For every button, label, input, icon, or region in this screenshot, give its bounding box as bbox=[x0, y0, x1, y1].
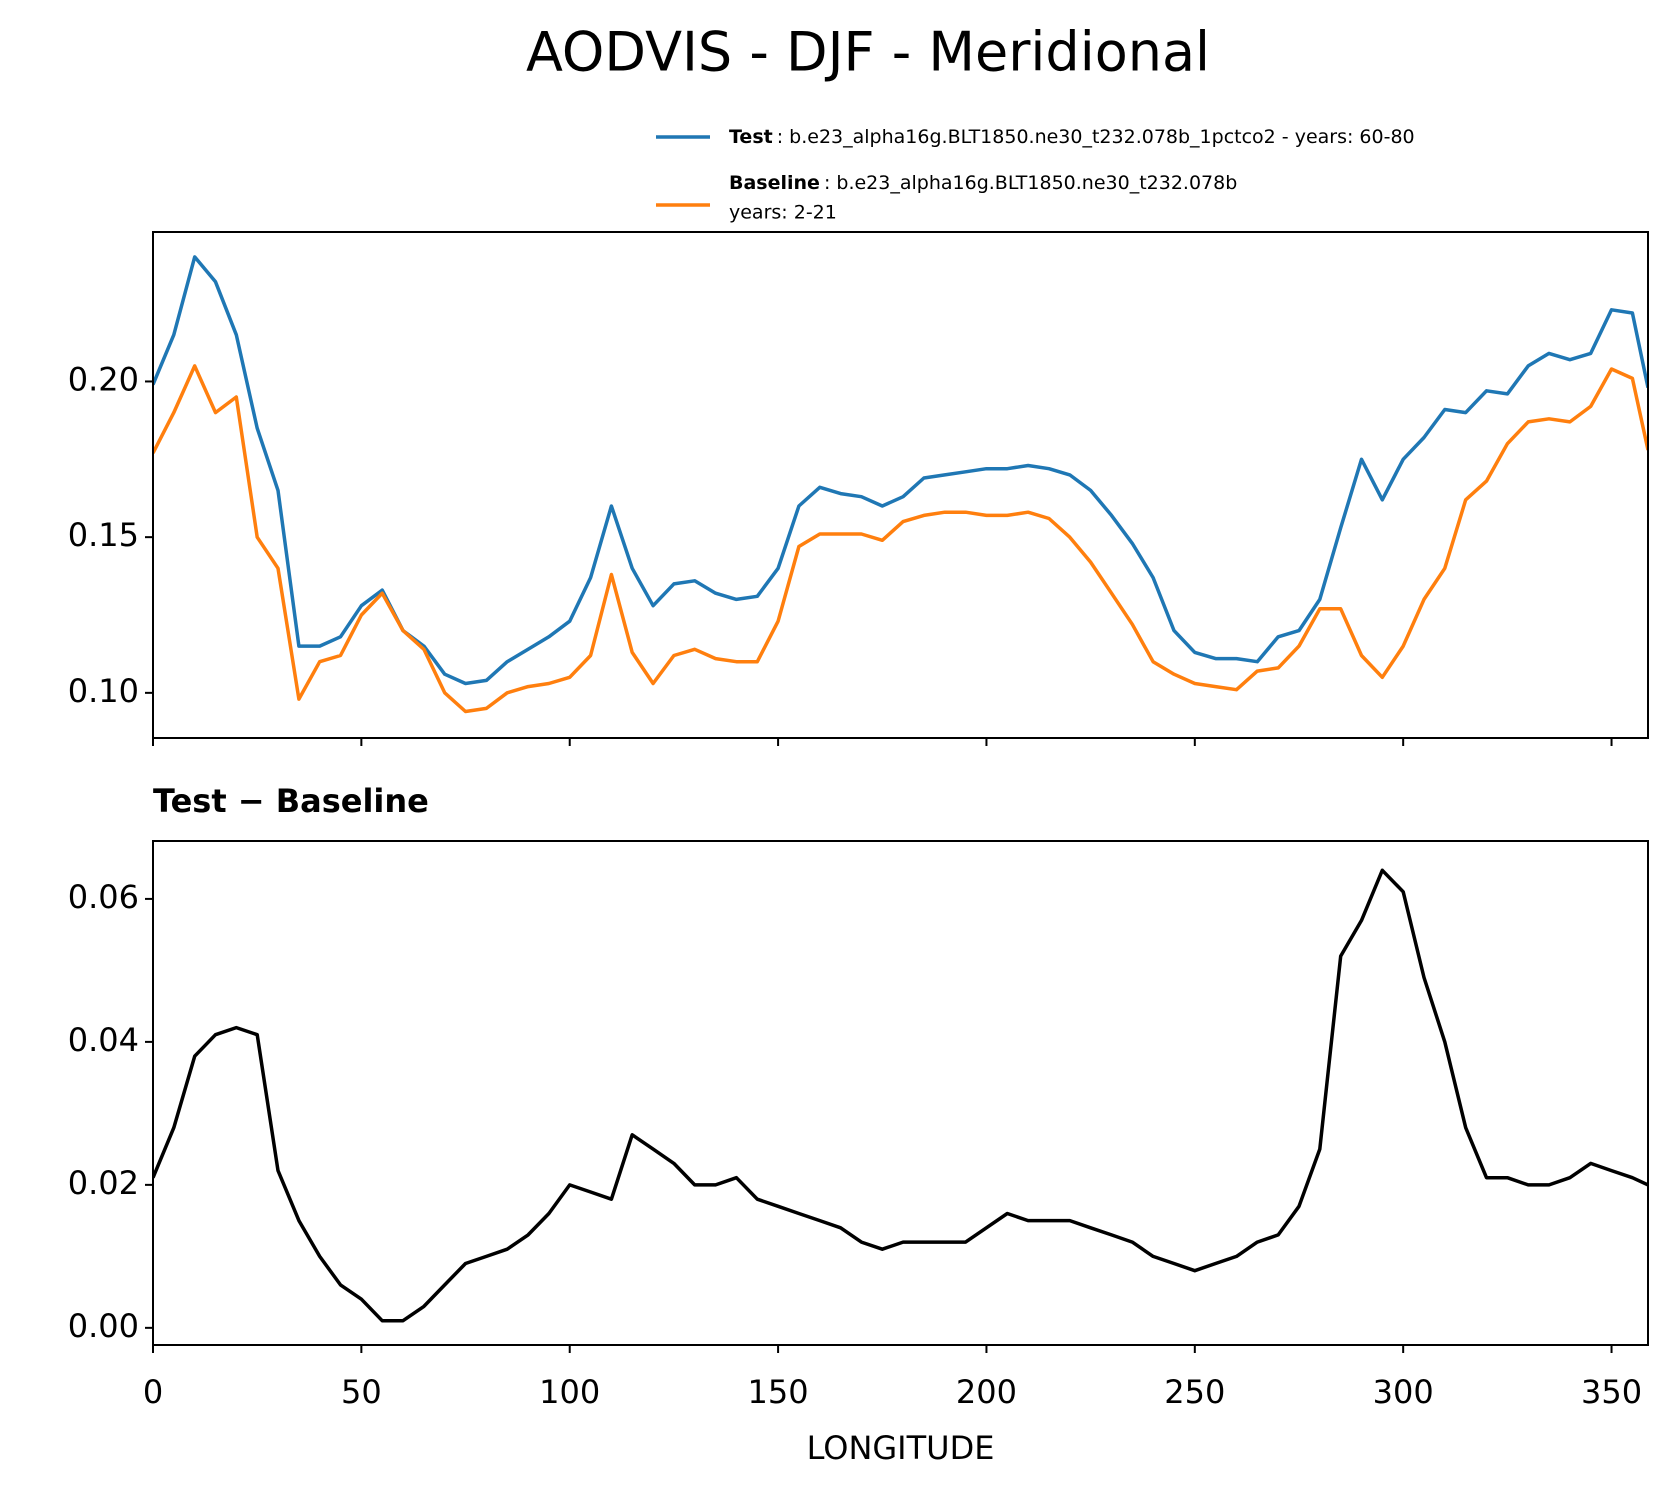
x-tick-label: 0 bbox=[143, 1373, 163, 1411]
chart-title: AODVIS - DJF - Meridional bbox=[526, 21, 1210, 84]
data-line bbox=[153, 255, 1648, 686]
x-tick-label: 150 bbox=[748, 1373, 809, 1411]
y-tick-label: 0.04 bbox=[68, 1021, 139, 1059]
legend-name: Baseline bbox=[729, 172, 820, 194]
axes-frame bbox=[152, 840, 1649, 1346]
x-tick-label: 100 bbox=[539, 1373, 600, 1411]
y-tick-label: 0.02 bbox=[68, 1164, 139, 1202]
legend-entry: Baseline: b.e23_alpha16g.BLT1850.ne30_t2… bbox=[729, 172, 1237, 194]
x-tick-label: 250 bbox=[1164, 1373, 1225, 1411]
legend-entry: Test: b.e23_alpha16g.BLT1850.ne30_t232.0… bbox=[729, 126, 1415, 148]
legend-name: Test bbox=[729, 126, 773, 148]
x-tick-label: 50 bbox=[341, 1373, 382, 1411]
x-tick-label: 200 bbox=[956, 1373, 1017, 1411]
data-line bbox=[153, 868, 1648, 1323]
legend-description: years: 2-21 bbox=[729, 202, 837, 224]
y-tick-label: 0.06 bbox=[68, 878, 139, 916]
y-tick-label: 0.10 bbox=[68, 672, 139, 710]
axes-frame bbox=[152, 231, 1649, 739]
x-tick-label: 350 bbox=[1581, 1373, 1642, 1411]
y-tick-label: 0.00 bbox=[68, 1307, 139, 1345]
panel-title: Test − Baseline bbox=[153, 782, 429, 820]
x-tick-label: 300 bbox=[1373, 1373, 1434, 1411]
y-tick-label: 0.20 bbox=[68, 360, 139, 398]
legend-description: : b.e23_alpha16g.BLT1850.ne30_t232.078b_… bbox=[777, 126, 1415, 148]
data-line bbox=[153, 364, 1648, 714]
x-axis-label: LONGITUDE bbox=[807, 1429, 995, 1467]
y-tick-label: 0.15 bbox=[68, 516, 139, 554]
legend-description: : b.e23_alpha16g.BLT1850.ne30_t232.078b bbox=[824, 172, 1237, 194]
